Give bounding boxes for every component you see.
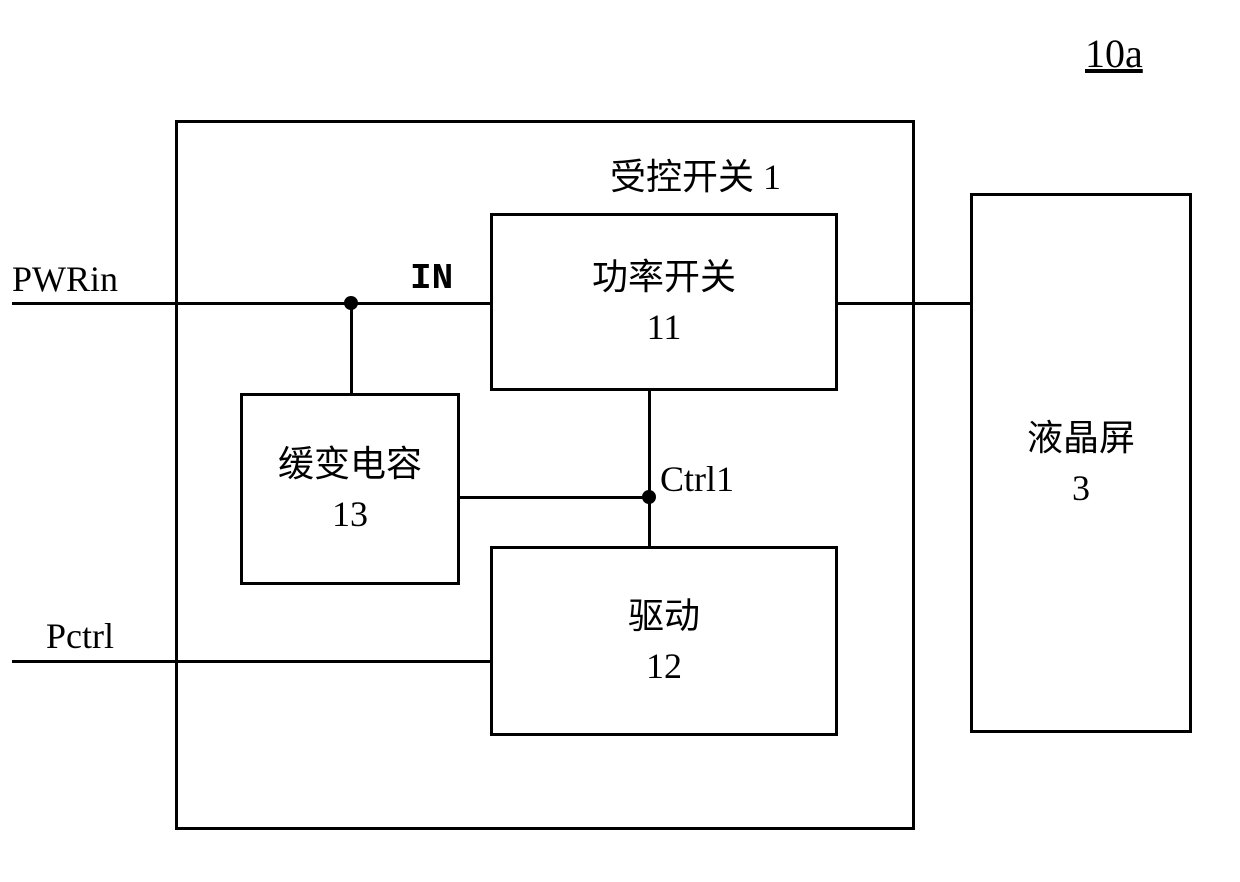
- outer-box-label-text: 受控开关: [610, 157, 754, 197]
- block-diagram: 10a 受控开关 1 功率开关 11 缓变电容 13 驱动 12 液晶屏 3 P…: [0, 0, 1240, 882]
- box-driver-label: 驱动: [628, 591, 700, 641]
- outer-box-label: 受控开关 1: [610, 148, 781, 200]
- signal-in-text: IN: [410, 258, 453, 299]
- wire-out: [838, 302, 970, 305]
- box-lcd-number: 3: [1072, 463, 1090, 513]
- box-driver-number: 12: [646, 641, 682, 691]
- wire-pwrin: [12, 302, 490, 305]
- signal-ctrl1: Ctrl1: [660, 458, 734, 500]
- box-power-switch: 功率开关 11: [490, 213, 838, 391]
- junction-in: [344, 296, 358, 310]
- box-slow-cap-label: 缓变电容: [278, 439, 422, 489]
- figure-label: 10a: [1085, 30, 1143, 77]
- signal-ctrl1-text: Ctrl1: [660, 459, 734, 499]
- signal-pctrl: Pctrl: [46, 615, 114, 657]
- box-power-switch-label: 功率开关: [592, 252, 736, 302]
- wire-cap-to-ctrl: [460, 496, 650, 499]
- box-slow-cap: 缓变电容 13: [240, 393, 460, 585]
- figure-label-text: 10a: [1085, 31, 1143, 76]
- box-lcd-label: 液晶屏: [1027, 413, 1135, 463]
- box-slow-cap-number: 13: [332, 489, 368, 539]
- wire-ps-to-driver: [648, 391, 651, 546]
- box-driver: 驱动 12: [490, 546, 838, 736]
- outer-box-label-number: 1: [763, 157, 781, 197]
- box-power-switch-number: 11: [647, 302, 682, 352]
- signal-pctrl-text: Pctrl: [46, 616, 114, 656]
- wire-in-to-cap: [350, 302, 353, 393]
- junction-ctrl: [642, 490, 656, 504]
- signal-in: IN: [410, 258, 453, 299]
- wire-pctrl: [12, 660, 490, 663]
- box-lcd: 液晶屏 3: [970, 193, 1192, 733]
- signal-pwrin-text: PWRin: [12, 259, 118, 299]
- signal-pwrin: PWRin: [12, 258, 118, 300]
